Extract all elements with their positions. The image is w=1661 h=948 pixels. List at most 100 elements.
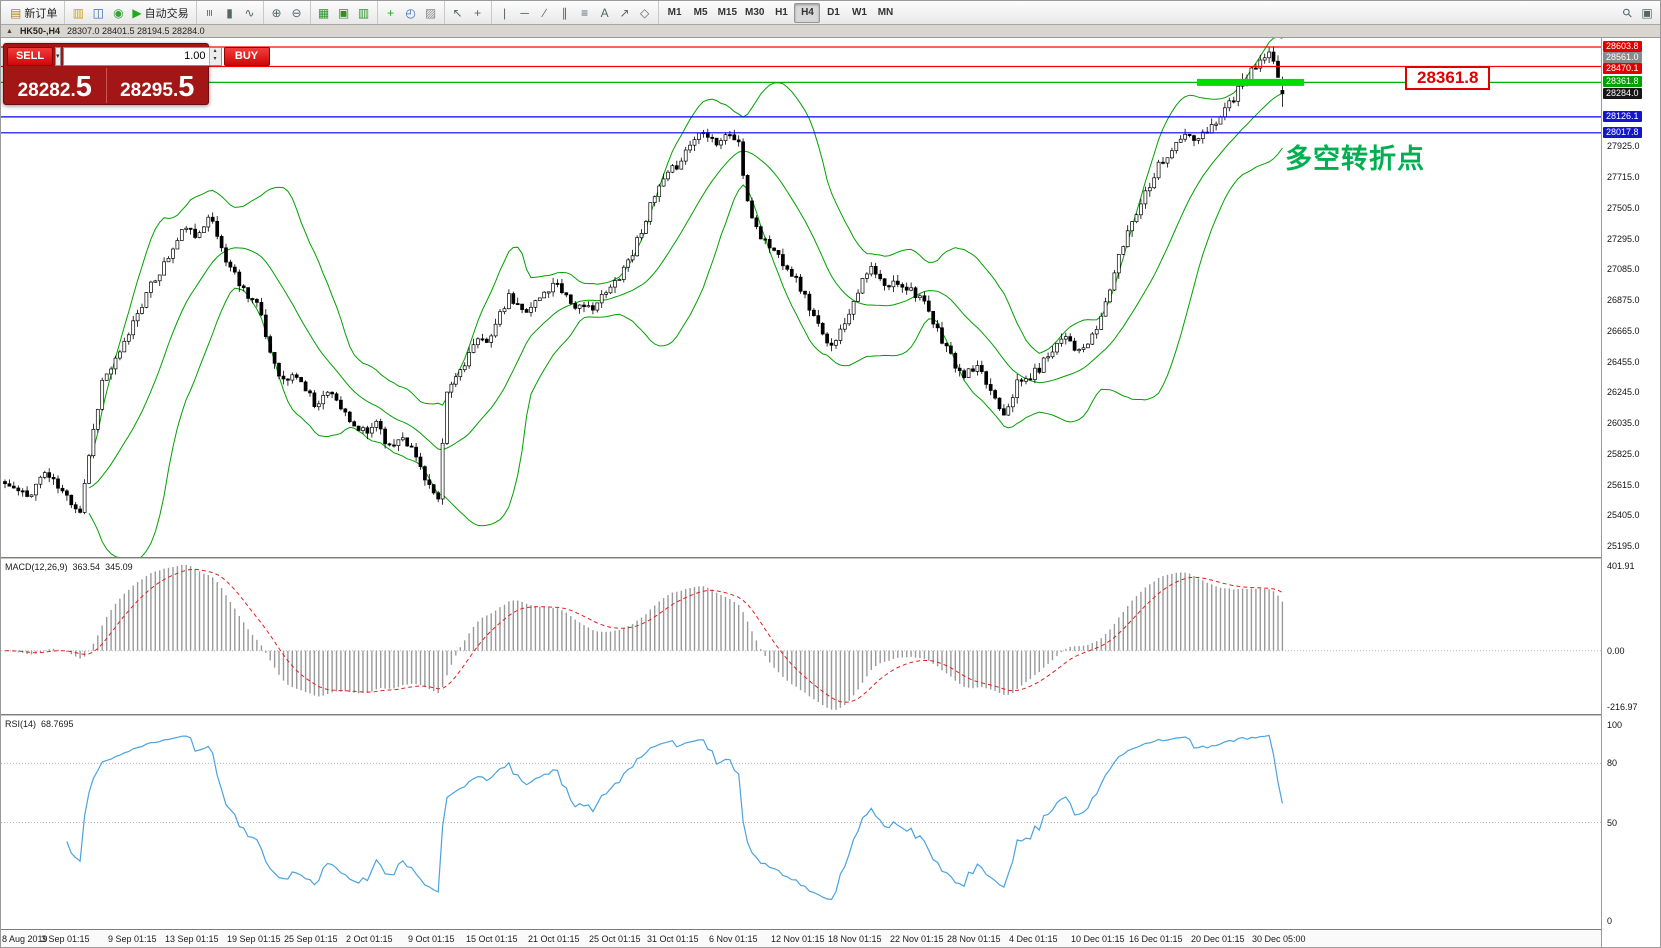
text-label-icon: A: [600, 5, 609, 20]
price-scale-label: 0.00: [1607, 645, 1625, 656]
sell-price-big-digit: 5: [75, 71, 92, 103]
timeframe-m1-button[interactable]: M1: [667, 7, 682, 18]
crosshair-button[interactable]: +: [468, 3, 488, 23]
timeframe-m30-button[interactable]: M30: [745, 7, 765, 18]
time-axis-label: 25 Sep 01:15: [284, 934, 338, 944]
panel-divider[interactable]: [1, 557, 1660, 559]
timeframe-w1-button[interactable]: W1: [851, 7, 867, 18]
timeframe-m5-button[interactable]: M5: [693, 7, 708, 18]
timeframe-d1-button[interactable]: D1: [827, 7, 840, 18]
rsi-value: 68.7695: [41, 719, 74, 729]
toolbar: ▤ 新订单 ▥ ◫ ◉ ▶ 自动交易 ≡ ▮ ∿ ⊕ ⊖ ▦ ▣ ▥ + ◴ ▨ ↖ + | ─ ∕ ∥ ≡ A ↗ ◇ M1 M5 M15…: [1, 1, 1660, 25]
data-window-button[interactable]: ◫: [88, 3, 108, 23]
time-axis-label: 6 Nov 01:15: [709, 934, 758, 944]
new-order-button[interactable]: ▤ 新订单: [6, 3, 61, 23]
price-scale-label: 0: [1607, 916, 1613, 926]
price-badge: 28361.8: [1603, 76, 1642, 88]
new-chart-button[interactable]: ▣: [334, 3, 354, 23]
time-axis[interactable]: 8 Aug 2019 3 Sep 01:15 9 Sep 01:15 13 Sep 0…: [1, 929, 1601, 947]
rsi-label: RSI(14): [5, 719, 37, 729]
time-axis-label: 15 Oct 01:15: [466, 934, 518, 944]
line-chart-button[interactable]: ∿: [240, 3, 260, 23]
channel-icon: ∥: [561, 5, 568, 20]
shapes-button[interactable]: ◇: [635, 3, 655, 23]
candlestick-chart-button[interactable]: ▮: [220, 3, 240, 23]
volume-input[interactable]: [63, 47, 209, 65]
shapes-icon: ◇: [639, 5, 650, 20]
channel-button[interactable]: ∥: [555, 3, 575, 23]
timeframe-h1-button[interactable]: H1: [775, 7, 788, 18]
time-axis-label: 8 Aug 2019: [2, 934, 48, 944]
main-chart-canvas[interactable]: [1, 38, 1601, 557]
sell-price[interactable]: 28282. 5: [4, 68, 106, 103]
macd-value: 363.54: [72, 562, 101, 572]
macd-indicator-label: MACD(12,26,9) 363.54 345.09: [5, 562, 138, 572]
templates-button[interactable]: ▨: [421, 3, 441, 23]
strategy-tester-icon: ◉: [113, 5, 124, 20]
macd-label: MACD(12,26,9): [5, 562, 68, 572]
buy-button[interactable]: BUY: [223, 46, 270, 66]
strategy-tester-button[interactable]: ◉: [108, 3, 128, 23]
chart-symbol-period: HK50-,H4: [19, 26, 60, 36]
market-watch-button[interactable]: ▥: [68, 3, 88, 23]
window-list-button[interactable]: ▣: [1637, 3, 1657, 23]
arrow-object-button[interactable]: ↗: [615, 3, 635, 23]
order-panel-prices: 28282. 5 28295. 5: [4, 68, 208, 103]
timeframe-h4-button[interactable]: H4: [794, 2, 821, 23]
trendline-button[interactable]: ∕: [535, 3, 555, 23]
price-scale-label: 401.91: [1607, 561, 1635, 571]
vertical-line-button[interactable]: |: [495, 3, 515, 23]
rsi-panel-canvas[interactable]: [1, 716, 1601, 929]
price-callout-label[interactable]: 28361.8: [1405, 66, 1491, 90]
chart-shift-icon: ▥: [357, 5, 370, 20]
macd-signal-value: 345.09: [105, 562, 133, 572]
bar-chart-icon: ≡: [202, 8, 217, 17]
periods-button[interactable]: ◴: [401, 3, 421, 23]
bar-chart-button[interactable]: ≡: [200, 3, 220, 23]
price-badge: 28126.1: [1603, 110, 1642, 122]
buy-price[interactable]: 28295. 5: [105, 68, 209, 103]
chart-title-bar: ▲ HK50-,H4 28307.0 28401.5 28194.5 28284…: [1, 25, 1660, 38]
candlestick-chart-icon: ▮: [226, 5, 233, 20]
text-label-button[interactable]: A: [595, 3, 615, 23]
zoom-out-button[interactable]: ⊖: [287, 3, 307, 23]
volume-spinner: ▴ ▾: [208, 47, 221, 65]
price-scale-label: 27715.0: [1607, 172, 1640, 183]
time-axis-label: 18 Nov 01:15: [828, 934, 882, 944]
fibonacci-button[interactable]: ≡: [575, 3, 595, 23]
indicators-icon: +: [387, 5, 395, 20]
search-symbol-button[interactable]: ⚲: [1617, 3, 1637, 23]
price-axis[interactable]: 27925.0 27715.0 27505.0 27295.0 27085.0 26875…: [1601, 38, 1660, 947]
zoom-in-button[interactable]: ⊕: [267, 3, 287, 23]
volume-up-icon[interactable]: ▴: [209, 47, 221, 56]
indicators-button[interactable]: +: [381, 3, 401, 23]
horizontal-line-button[interactable]: ─: [515, 3, 535, 23]
autotrading-button[interactable]: ▶ 自动交易: [128, 3, 192, 23]
price-badge: 28017.8: [1603, 126, 1642, 138]
price-scale-label: -216.97: [1607, 702, 1638, 712]
collapse-icon[interactable]: ▲: [6, 27, 13, 35]
sell-button[interactable]: SELL: [7, 46, 53, 66]
volume-down-icon[interactable]: ▾: [209, 56, 221, 65]
cursor-button[interactable]: ↖: [448, 3, 468, 23]
macd-panel-canvas[interactable]: [1, 559, 1601, 714]
tile-windows-button[interactable]: ▦: [314, 3, 334, 23]
price-scale-label: 80: [1607, 758, 1618, 769]
time-axis-label: 22 Nov 01:15: [890, 934, 944, 944]
price-scale-label: 27505.0: [1607, 202, 1640, 213]
volume-dropdown-button[interactable]: ▾: [55, 46, 61, 66]
timeframe-m15-button[interactable]: M15: [717, 7, 738, 18]
market-watch-icon: ▥: [72, 5, 85, 20]
price-badge: 28603.8: [1603, 41, 1642, 52]
order-panel-controls: SELL ▾ ▴ ▾ BUY: [4, 44, 270, 68]
price-scale-label: 27085.0: [1607, 264, 1640, 275]
panel-divider[interactable]: [1, 714, 1660, 716]
crosshair-icon: +: [474, 5, 482, 20]
chart-shift-button[interactable]: ▥: [354, 3, 374, 23]
price-scale-label: 26665.0: [1607, 325, 1640, 336]
turning-point-annotation[interactable]: 多空转折点: [1285, 144, 1425, 174]
sell-price-main: 28282.: [17, 80, 76, 101]
chart-ohlc-values: 28307.0 28401.5 28194.5 28284.0: [66, 26, 205, 36]
timeframe-mn-button[interactable]: MN: [877, 7, 894, 18]
